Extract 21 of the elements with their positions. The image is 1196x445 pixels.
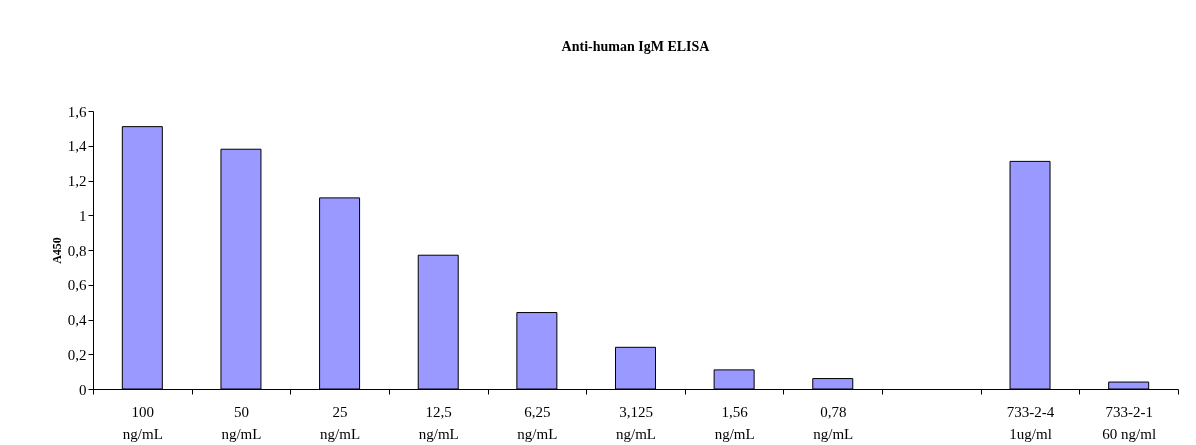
y-tick-label: 1,6 [67,103,87,120]
x-tick-label: 100 ng/mL [122,403,163,442]
y-tick-label: 0,6 [67,277,87,294]
x-tick-label: 733-2-1 60 ng/ml [1102,403,1157,442]
x-tick-label: 12,5 ng/mL [418,403,459,442]
x-tick-label: 6,25 ng/mL [517,403,558,442]
y-tick-label: 0,2 [67,346,87,363]
x-tick-label: 0,78 ng/mL [813,403,854,442]
x-tick-label: 50 ng/mL [221,403,262,442]
y-tick-label: 1,4 [67,138,87,155]
y-tick-label: 0,8 [67,242,87,259]
x-tick-label: 733-2-4 1ug/ml [1006,403,1055,442]
y-tick-label: 0 [79,381,87,398]
x-tick-label: 25 ng/mL [320,403,361,442]
y-tick-label: 0,4 [67,312,87,328]
x-tick-label: 3,125 ng/mL [616,403,656,442]
chart-title: Anti-human IgM ELISA [561,39,711,54]
y-tick-label: 1 [79,207,87,224]
y-axis-title: A450 [49,237,64,264]
x-tick-label: 1,56 ng/mL [714,403,755,442]
y-tick-label: 1,2 [67,173,87,189]
